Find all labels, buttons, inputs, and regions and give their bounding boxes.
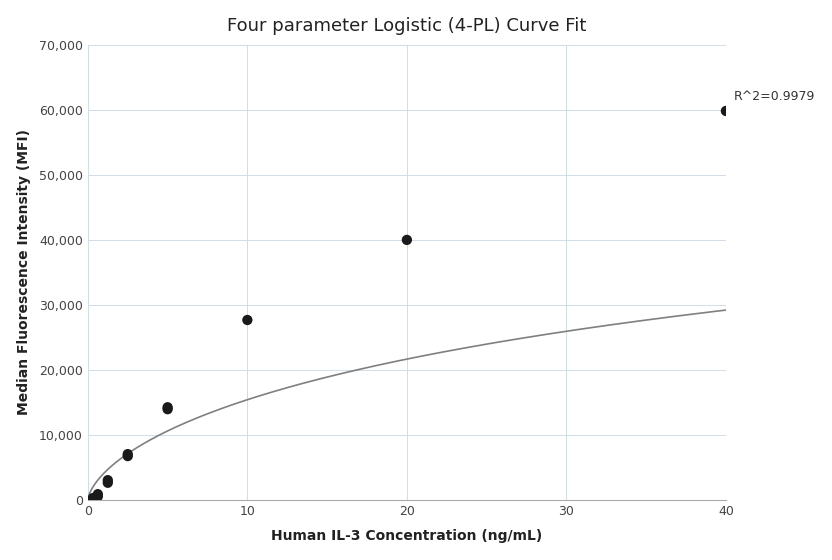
Point [719, 106, 732, 115]
Point [87, 495, 100, 504]
X-axis label: Human IL-3 Concentration (ng/mL): Human IL-3 Concentration (ng/mL) [271, 529, 542, 543]
Point [92, 492, 105, 501]
Point [102, 475, 115, 484]
Point [161, 403, 174, 412]
Point [161, 405, 174, 414]
Point [102, 478, 115, 487]
Y-axis label: Median Fluorescence Intensity (MFI): Median Fluorescence Intensity (MFI) [17, 129, 31, 416]
Point [400, 235, 414, 244]
Point [240, 315, 254, 324]
Point [121, 450, 135, 459]
Point [87, 493, 100, 502]
Text: R^2=0.9979: R^2=0.9979 [734, 90, 815, 103]
Point [121, 451, 135, 460]
Title: Four parameter Logistic (4-PL) Curve Fit: Four parameter Logistic (4-PL) Curve Fit [227, 17, 587, 35]
Point [92, 489, 105, 498]
